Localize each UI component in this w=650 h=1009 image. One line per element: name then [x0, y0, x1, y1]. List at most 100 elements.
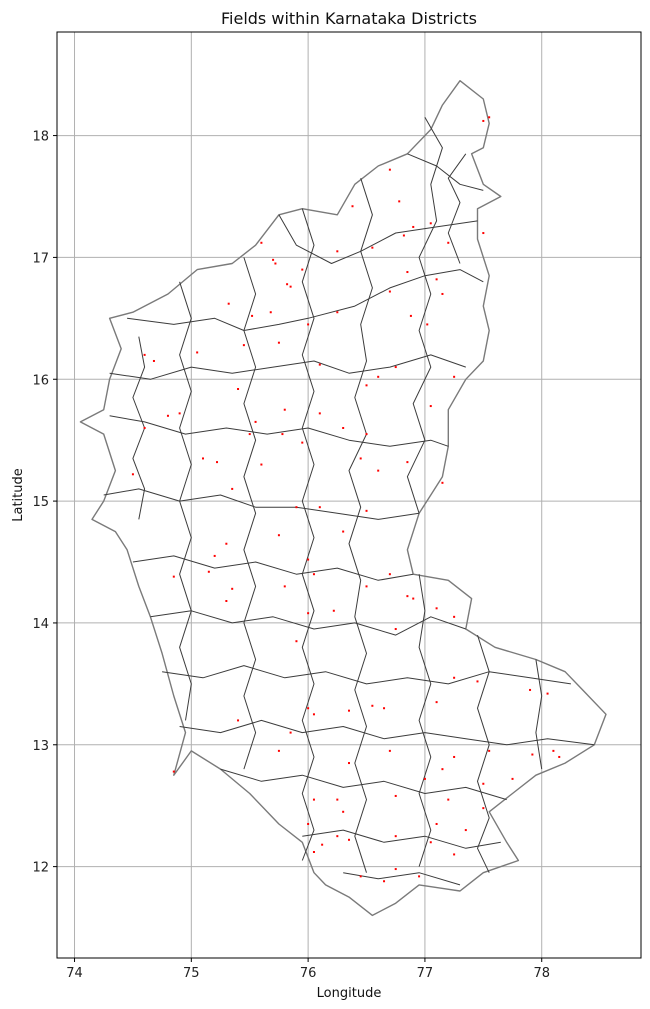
field-point [207, 570, 210, 573]
grid-lines [57, 32, 641, 958]
field-point [365, 384, 368, 387]
chart-title: Fields within Karnataka Districts [221, 9, 477, 28]
district-boundary [243, 257, 257, 770]
field-point [295, 506, 298, 509]
field-point [289, 731, 292, 734]
field-point [482, 807, 485, 810]
field-point [482, 232, 485, 235]
field-point [242, 344, 245, 347]
district-boundary [127, 269, 484, 331]
field-point [178, 412, 181, 415]
y-tick-label: 16 [32, 373, 49, 388]
field-point [394, 366, 397, 369]
field-point [453, 375, 456, 378]
field-point [307, 707, 310, 710]
field-point [348, 762, 350, 765]
field-point [488, 116, 491, 119]
field-point [394, 835, 397, 838]
field-point [272, 258, 275, 261]
district-boundary [302, 829, 501, 849]
field-point [260, 463, 263, 466]
field-point [511, 777, 514, 780]
field-point [482, 782, 485, 785]
field-point [321, 843, 324, 846]
field-point [152, 359, 155, 362]
field-point [277, 534, 280, 537]
field-point [476, 680, 479, 683]
field-point [213, 554, 216, 557]
district-boundary [406, 117, 443, 514]
field-point [377, 469, 380, 472]
field-point [260, 241, 263, 244]
axes-frame [56, 31, 642, 959]
state-outline [79, 79, 607, 917]
district-boundary [132, 555, 414, 581]
field-point [348, 709, 350, 712]
y-tick-label: 12 [32, 861, 49, 876]
field-point [312, 713, 315, 716]
field-point [172, 575, 175, 578]
field-point [406, 461, 409, 464]
district-boundary [109, 354, 466, 380]
district-boundary [278, 214, 478, 264]
field-point [552, 749, 555, 752]
district-boundary [132, 336, 146, 520]
field-point [441, 292, 444, 295]
field-point [307, 612, 310, 615]
field-point [531, 753, 534, 756]
field-point [283, 585, 286, 588]
field-point [482, 119, 485, 122]
field-point [435, 278, 438, 281]
y-tick-label: 15 [32, 495, 49, 510]
field-point [412, 225, 415, 228]
field-point [312, 798, 315, 801]
field-point [447, 798, 450, 801]
field-point [429, 222, 432, 225]
field-point [231, 587, 234, 590]
field-point [394, 628, 397, 631]
field-point [426, 323, 429, 326]
field-point [546, 692, 549, 695]
x-axis-ticks: 74 75 76 77 78 [66, 958, 550, 981]
district-boundary [150, 610, 466, 636]
field-point [196, 351, 199, 354]
field-point [406, 595, 409, 598]
field-point [488, 749, 491, 752]
field-point [251, 314, 254, 317]
district-boundary [343, 872, 461, 886]
x-axis-label: Longitude [317, 986, 382, 1001]
y-tick-label: 13 [32, 739, 49, 754]
field-point [409, 314, 412, 317]
district-boundary [103, 488, 420, 520]
field-point [558, 755, 561, 758]
district-boundary [301, 208, 315, 861]
field-point [202, 457, 204, 460]
district-boundary [109, 415, 449, 447]
field-point [435, 607, 438, 610]
y-tick-label: 14 [32, 617, 49, 632]
field-point [286, 283, 289, 286]
y-axis-label: Latitude [11, 468, 26, 522]
district-boundary [418, 574, 432, 867]
field-point [383, 880, 386, 883]
field-point [453, 755, 456, 758]
field-point [394, 794, 397, 797]
field-point [359, 875, 362, 878]
field-point [172, 770, 175, 773]
field-point [318, 412, 321, 415]
field-point [429, 405, 432, 408]
district-boundary [447, 153, 467, 264]
field-point [248, 433, 251, 436]
field-point [332, 609, 335, 612]
field-point [453, 615, 456, 618]
field-point [318, 506, 321, 509]
y-tick-label: 18 [32, 130, 49, 145]
field-point [225, 542, 228, 545]
x-tick-label: 74 [66, 966, 83, 981]
field-point [377, 375, 380, 378]
field-point [435, 701, 438, 704]
field-point [342, 810, 345, 813]
field-point [277, 341, 280, 344]
field-point [318, 363, 321, 366]
field-point [131, 473, 134, 476]
